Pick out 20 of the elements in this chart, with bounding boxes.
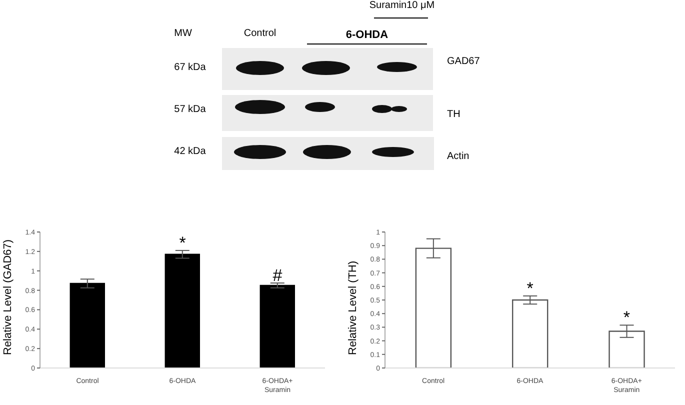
text: Suramin10 μM [369, 0, 435, 11]
annotation: * [179, 233, 186, 252]
text: Control [244, 28, 276, 39]
text: 57 kDa [174, 104, 206, 115]
bar [164, 254, 200, 368]
y-axis-title: Relative Level (TH) [346, 260, 359, 355]
text: 67 kDa [174, 62, 206, 73]
annotation: * [623, 308, 630, 328]
text: Actin [447, 151, 470, 162]
text: GAD67 [447, 56, 480, 67]
annotation: * [526, 278, 534, 298]
text: 42 kDa [174, 146, 206, 157]
y-axis-title: Relative Level (GAD67) [2, 239, 14, 355]
bar [512, 299, 548, 368]
annotation: # [272, 266, 283, 285]
text: 6-OHDA [346, 29, 388, 41]
text: TH [447, 109, 460, 120]
bar [70, 282, 105, 368]
bar [260, 284, 295, 368]
text: MW [174, 28, 192, 39]
